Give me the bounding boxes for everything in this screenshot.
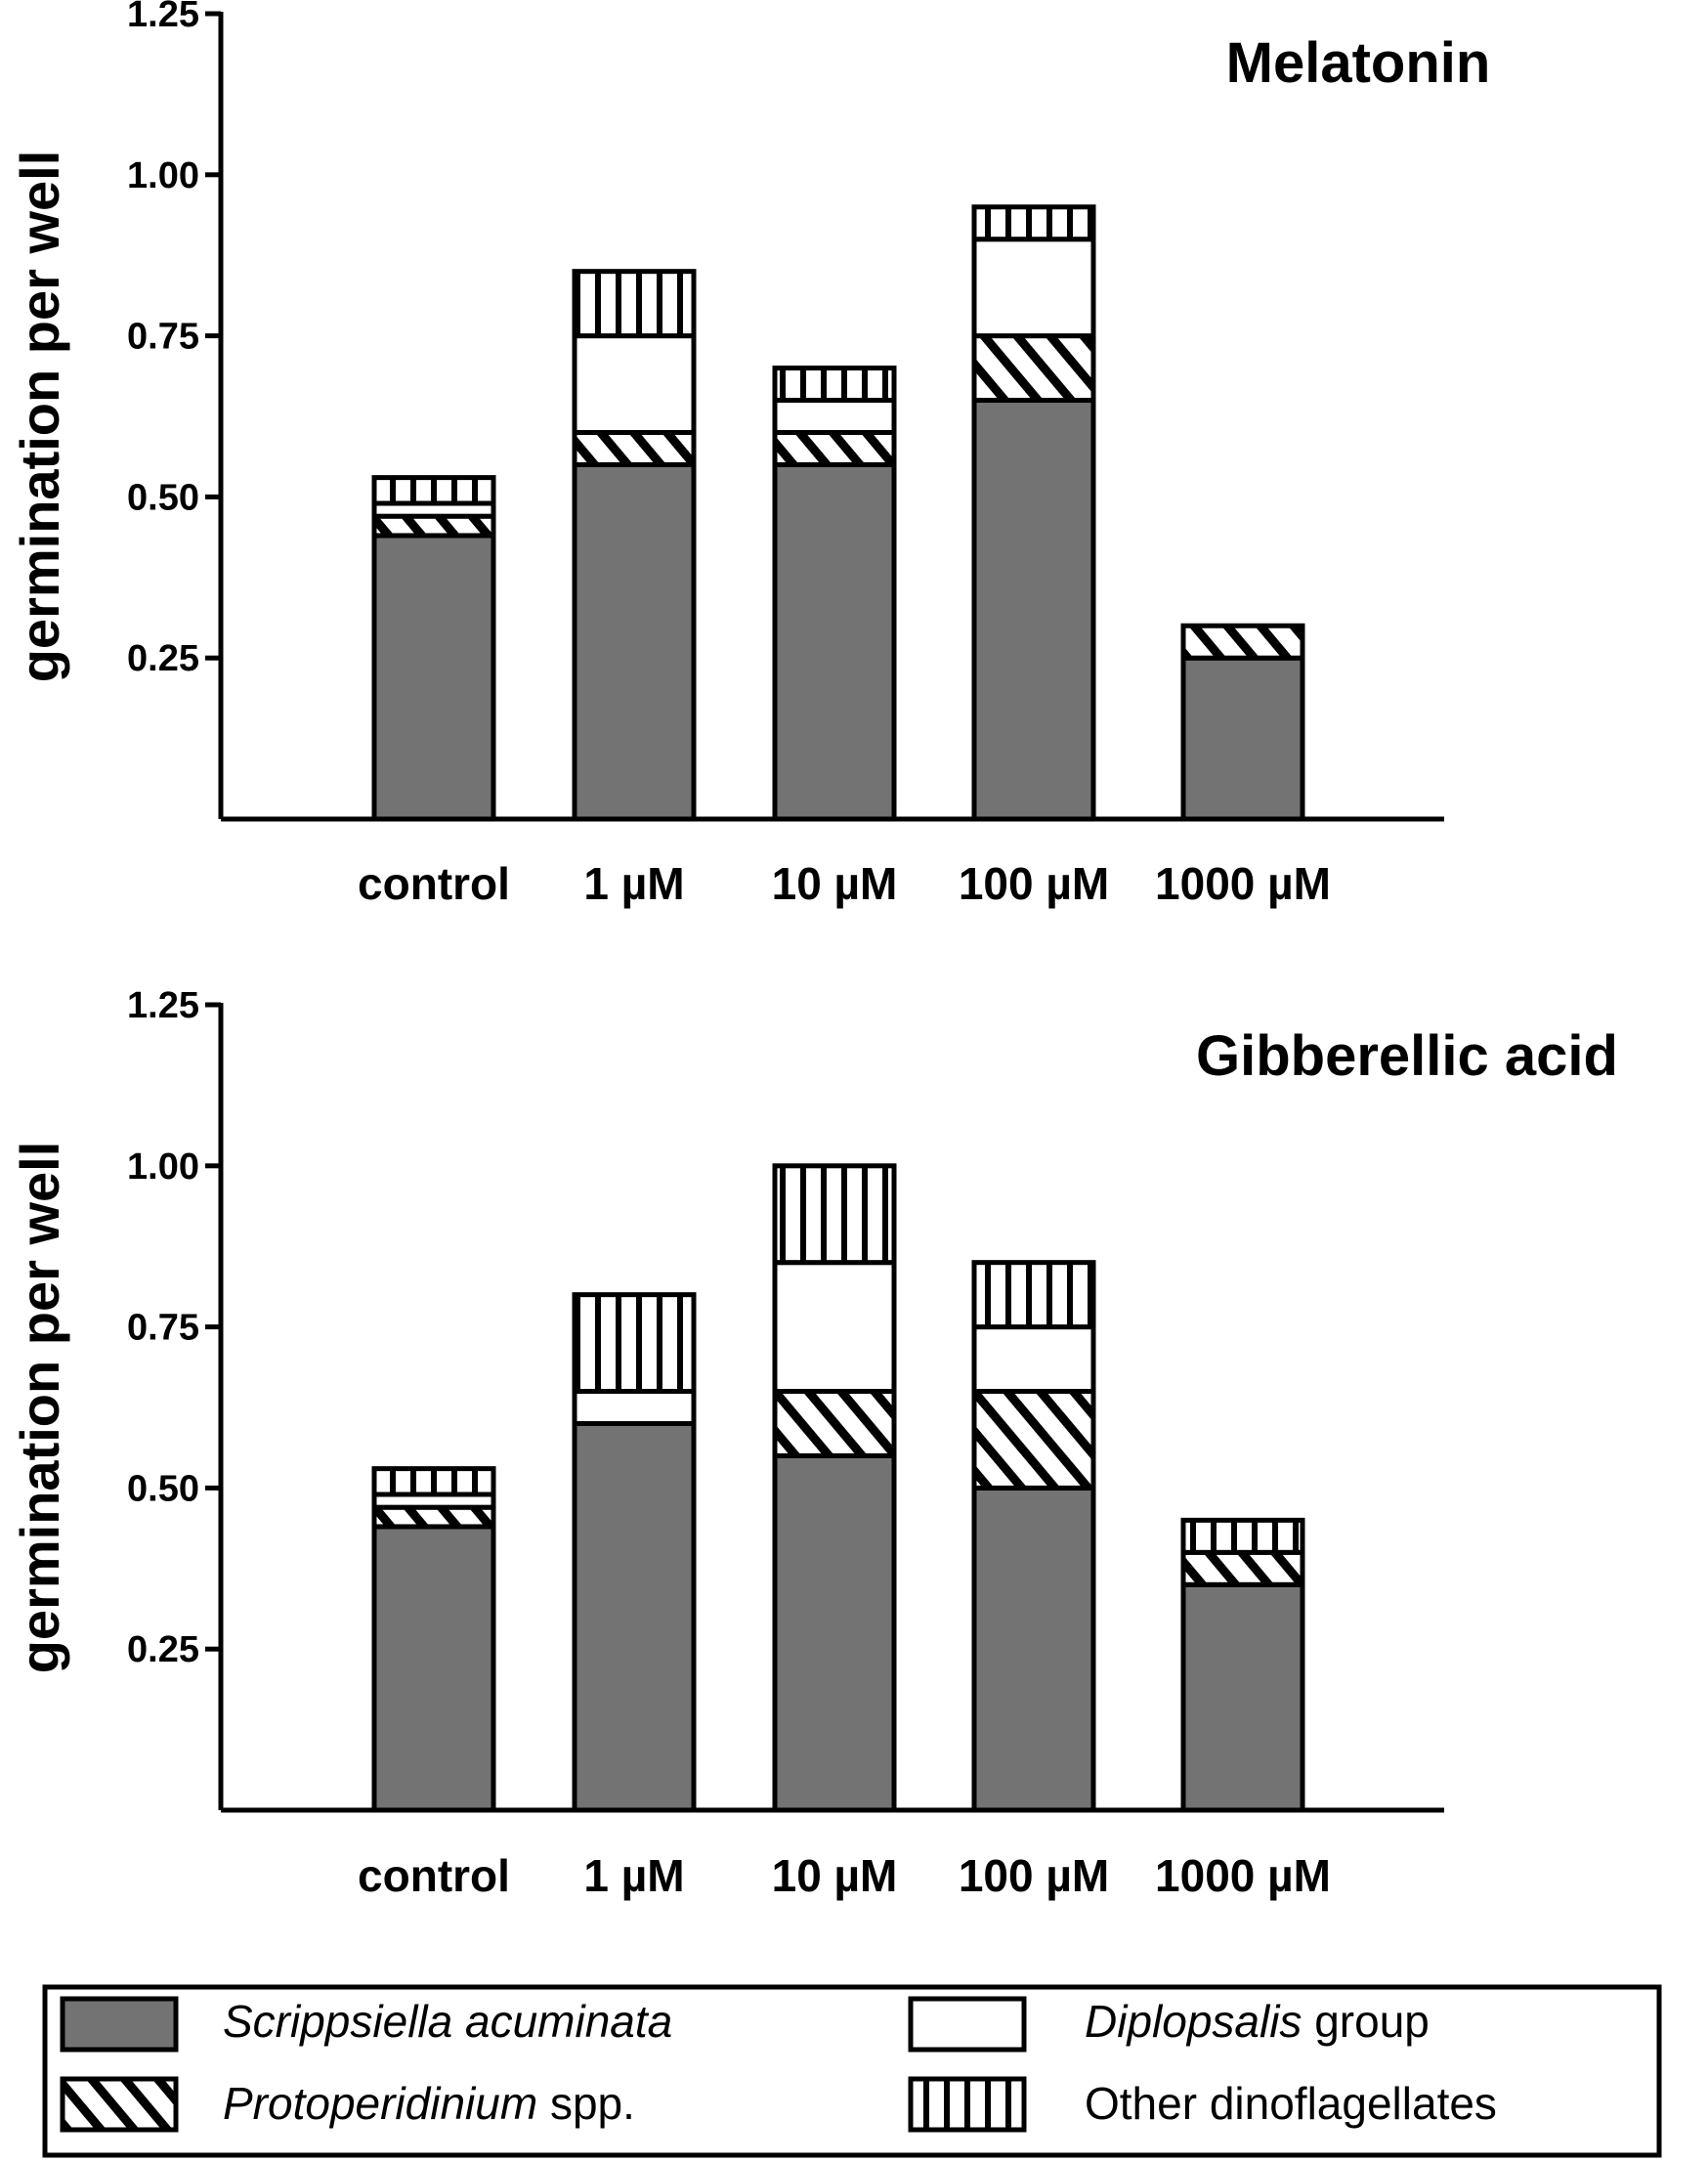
bar-segment-scrippsiella: [772, 461, 897, 822]
y-axis-label: germination per well: [9, 151, 70, 683]
legend-label-other: Other dinoflagellates: [1085, 2078, 1497, 2129]
legend-label-protoperidinium: Protoperidinium spp.: [223, 2078, 635, 2129]
bar-segment-scrippsiella: [371, 533, 496, 822]
legend-label-diplopsalis: Diplopsalis group: [1085, 1996, 1430, 2047]
legend-swatch-diplopsalis: [908, 1996, 1027, 2053]
y-tick-label: 0.75: [127, 1308, 199, 1349]
y-tick-label: 1.00: [127, 1146, 199, 1188]
y-tick-label: 0.50: [127, 477, 199, 518]
bar-segment-other: [1180, 1517, 1305, 1555]
bar-segment-protoperidinium: [772, 429, 897, 467]
bar-segment-scrippsiella: [1180, 1581, 1305, 1813]
x-tick-label: 1 µM: [583, 1850, 684, 1901]
bar-segment-scrippsiella: [971, 398, 1096, 822]
y-tick-label: 1.25: [127, 985, 199, 1026]
bar-segment-protoperidinium: [971, 333, 1096, 404]
legend-swatch-scrippsiella: [60, 1996, 179, 2053]
x-tick-label: control: [358, 858, 510, 909]
x-tick-label: 10 µM: [772, 858, 898, 909]
bar-segment-diplopsalis: [572, 333, 697, 435]
legend: Scrippsiella acuminata Diplopsalis group P…: [42, 1984, 1662, 2158]
bar-segment-scrippsiella: [371, 1524, 496, 1813]
legend-swatch-protoperidinium: [60, 2076, 179, 2133]
bar-segment-protoperidinium: [971, 1389, 1096, 1491]
bar-segment-protoperidinium: [1180, 1549, 1305, 1587]
bar-segment-other: [971, 1260, 1096, 1330]
x-tick-label: control: [358, 1850, 510, 1901]
bar-segment-protoperidinium: [371, 513, 496, 539]
bar-segment-scrippsiella: [772, 1452, 897, 1813]
bar-segment-other: [572, 1292, 697, 1395]
bar-segment-diplopsalis: [772, 398, 897, 435]
y-tick-label: 1.00: [127, 155, 199, 196]
legend-label-italic: Scrippsiella acuminata: [223, 1996, 672, 2047]
bar-segment-protoperidinium: [1180, 623, 1305, 661]
bar-segment-other: [772, 366, 897, 404]
chart-gibberellic-acid: 0.25 0.50 0.75 1.00 1.25 germination per well…: [9, 985, 1618, 1901]
x-tick-label: 1000 µM: [1155, 1850, 1331, 1901]
x-tick-label: 100 µM: [959, 1850, 1109, 1901]
bar-segment-diplopsalis: [971, 237, 1096, 339]
legend-label-italic: Diplopsalis: [1085, 1996, 1302, 2047]
chart-title: Melatonin: [1226, 31, 1491, 95]
y-tick-label: 0.75: [127, 317, 199, 358]
chart-title: Gibberellic acid: [1196, 1024, 1618, 1088]
legend-label-italic: Protoperidinium: [223, 2078, 537, 2129]
bar-segment-other: [371, 475, 496, 506]
legend-label-plain: spp.: [537, 2078, 635, 2129]
y-tick-label: 1.25: [127, 0, 199, 35]
bar-segment-scrippsiella: [971, 1485, 1096, 1813]
legend-label-scrippsiella: Scrippsiella acuminata: [223, 1996, 672, 2047]
bar-segment-other: [371, 1466, 496, 1497]
bar-segment-protoperidinium: [572, 429, 697, 467]
legend-label-plain: group: [1302, 1996, 1429, 2047]
legend-box: [42, 1984, 1662, 2158]
x-tick-label: 10 µM: [772, 1850, 898, 1901]
bar-segment-diplopsalis: [772, 1260, 897, 1395]
bar-segment-scrippsiella: [572, 1420, 697, 1813]
legend-swatch-other: [908, 2076, 1027, 2133]
bar-segment-scrippsiella: [1180, 655, 1305, 822]
bar-segment-diplopsalis: [572, 1389, 697, 1426]
bar-segment-other: [971, 204, 1096, 242]
x-tick-label: 100 µM: [959, 858, 1109, 909]
y-tick-label: 0.25: [127, 638, 199, 679]
bar-segment-protoperidinium: [772, 1389, 897, 1458]
bar-segment-scrippsiella: [572, 461, 697, 822]
bar-segment-other: [772, 1163, 897, 1266]
bar-segment-other: [572, 269, 697, 339]
chart-melatonin: 0.25 0.50 0.75 1.00 1.25 germination per well…: [9, 0, 1490, 909]
y-axis-label: germination per well: [9, 1142, 70, 1674]
y-tick-label: 0.25: [127, 1629, 199, 1670]
bar-segment-protoperidinium: [371, 1504, 496, 1530]
x-tick-label: 1 µM: [583, 858, 684, 909]
legend-label-plain: Other dinoflagellates: [1085, 2078, 1497, 2129]
y-tick-label: 0.50: [127, 1468, 199, 1509]
bar-segment-diplopsalis: [971, 1324, 1096, 1395]
x-tick-label: 1000 µM: [1155, 858, 1331, 909]
